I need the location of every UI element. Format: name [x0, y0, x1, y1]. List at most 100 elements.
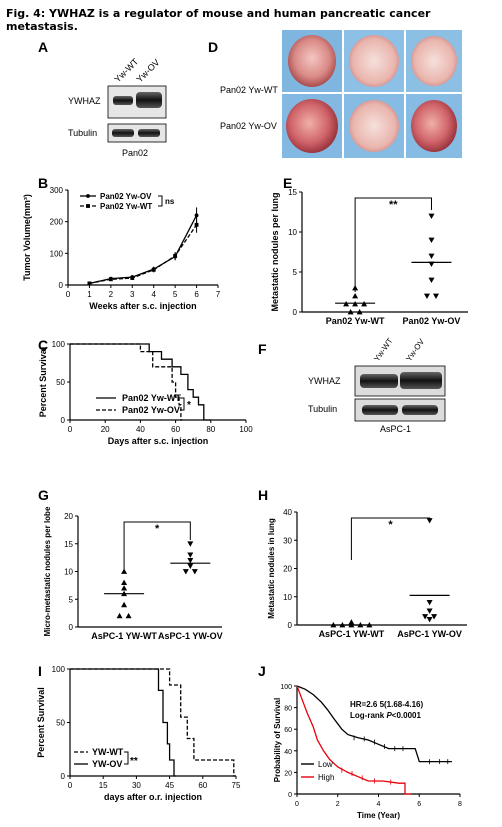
chart-b-x-label: Weeks after s.c. injection — [89, 301, 196, 311]
panel-f-band — [400, 372, 442, 389]
chart-h-y-tick-label: 30 — [283, 536, 292, 545]
chart-e-point — [352, 293, 359, 299]
panel-d-letter: D — [208, 39, 218, 55]
chart-h-y-tick-label: 40 — [283, 508, 292, 517]
chart-j-panel-letter: J — [258, 663, 266, 679]
chart-j-annotation-logrank-p: P — [386, 711, 392, 720]
panel-a-caption: Pan02 — [122, 148, 148, 158]
panel-a-row-2: Tubulin — [68, 128, 97, 138]
chart-j-y-tick-label: 80 — [284, 706, 292, 713]
chart-g-category-label: AsPC-1 YW-WT — [91, 631, 157, 641]
lung-photos — [282, 30, 462, 158]
chart-i-x-tick-label: 75 — [232, 781, 241, 790]
panel-f-caption: AsPC-1 — [380, 424, 411, 434]
chart-e-point — [428, 277, 435, 283]
chart-h-y-tick-label: 20 — [283, 565, 292, 574]
chart-c: 0 20 40 60 80 100 0 50 100 Days after s.c. inject… — [38, 337, 253, 446]
chart-i-legend-label: YW-OV — [92, 759, 122, 769]
chart-c-x-tick-label: 40 — [136, 425, 145, 434]
chart-e-annotation: ** — [389, 199, 398, 211]
chart-i-bracket — [124, 751, 129, 765]
chart-g-point — [121, 601, 128, 608]
chart-j-annotation-logrank: Log-rank P<0.0001 — [350, 711, 421, 720]
chart-b-y-tick-label: 100 — [50, 249, 64, 258]
chart-i-x-tick-label: 15 — [99, 781, 108, 790]
chart-c-y-label: Percent Survival — [38, 347, 48, 418]
chart-g-panel-letter: G — [38, 487, 49, 503]
chart-b-panel-letter: B — [38, 175, 48, 191]
chart-e-category-label: Pan02 Yw-OV — [403, 316, 461, 326]
chart-g-point — [187, 563, 194, 569]
panel-f-lane-1: Yw-WT — [372, 336, 394, 363]
chart-b-y-label: Tumor Volume(mm³) — [22, 194, 32, 281]
chart-b-legend-marker — [86, 194, 90, 198]
chart-j-y-label: Probability of Survival — [273, 698, 282, 782]
chart-g-y-tick-label: 5 — [69, 595, 74, 604]
chart-i-x-label: days after o.r. injection — [104, 792, 202, 802]
chart-h-category-label: AsPC-1 YW-WT — [319, 629, 385, 639]
chart-b-x-tick-label: 4 — [151, 290, 156, 299]
chart-g-point — [187, 558, 194, 564]
panel-f-band — [402, 405, 438, 415]
chart-b-bracket — [158, 195, 163, 207]
chart-g-point — [121, 568, 128, 574]
chart-b-x-tick-label: 6 — [194, 290, 199, 299]
panel-a-row-1: YWHAZ — [68, 96, 101, 106]
chart-j-y-tick-label: 100 — [280, 684, 292, 691]
panel-f-letter: F — [258, 341, 267, 357]
chart-h-annotation: * — [388, 519, 393, 531]
chart-b-y-tick-label: 200 — [50, 218, 64, 227]
chart-g-category-label: AsPC-1 YW-OV — [158, 631, 223, 641]
chart-g-point — [187, 552, 194, 558]
chart-b-x-tick-label: 3 — [130, 290, 135, 299]
chart-e-bracket — [354, 197, 432, 292]
chart-j-y-tick-label: 20 — [284, 770, 292, 777]
panel-a-band — [138, 129, 160, 137]
chart-c-y-tick-label: 50 — [56, 378, 65, 387]
chart-c-series-line — [70, 343, 211, 421]
chart-b-point — [108, 277, 113, 282]
chart-b-x-tick-label: 5 — [173, 290, 178, 299]
chart-h-panel-letter: H — [258, 487, 268, 503]
chart-j-x-tick-label: 2 — [336, 801, 340, 808]
chart-g-point — [116, 612, 123, 619]
chart-j-annotation-logrank-prefix: Log-rank — [350, 711, 386, 720]
chart-i-y-tick-label: 100 — [52, 665, 66, 674]
chart-j-x-label: Time (Year) — [357, 811, 400, 820]
panel-a-band — [113, 96, 133, 105]
chart-c-x-tick-label: 20 — [101, 425, 110, 434]
chart-j-y-tick-label: 0 — [288, 792, 292, 799]
panel-a: A Yw-WT Yw-OV YWHAZ Tubulin Pan02 — [38, 39, 167, 158]
chart-e-y-tick-label: 10 — [288, 228, 297, 237]
chart-c-annotation: * — [187, 400, 191, 411]
chart-g-point — [121, 579, 128, 585]
chart-c-x-label: Days after s.c. injection — [108, 436, 209, 446]
chart-c-legend-label: Pan02 Yw-WT — [122, 393, 181, 403]
chart-b-legend-label: Pan02 Yw-WT — [100, 202, 152, 211]
chart-j-series-line — [296, 685, 452, 763]
chart-e-y-tick-label: 5 — [293, 268, 298, 277]
chart-g-point — [182, 569, 189, 575]
chart-c-y-tick-label: 0 — [61, 416, 66, 425]
lung-photo — [349, 35, 399, 87]
chart-j-annotation-logrank-suffix: <0.0001 — [392, 711, 422, 720]
chart-c-x-tick-label: 100 — [239, 425, 253, 434]
panel-a-letter: A — [38, 39, 48, 55]
chart-b-point — [87, 281, 92, 286]
chart-i-x-tick-label: 60 — [198, 781, 207, 790]
chart-h-y-tick-label: 0 — [288, 621, 293, 630]
chart-g-y-tick-label: 10 — [64, 568, 73, 577]
chart-g-point — [125, 612, 132, 619]
lung-photo — [288, 35, 336, 87]
chart-g-y-tick-label: 15 — [64, 540, 73, 549]
chart-c-y-tick-label: 100 — [52, 340, 66, 349]
chart-h-point — [426, 608, 433, 614]
chart-j-legend-label: Low — [318, 760, 333, 769]
chart-b-point — [194, 222, 199, 227]
chart-j-series-line — [296, 685, 412, 795]
chart-e-y-tick-label: 0 — [293, 308, 298, 317]
chart-i: 0 15 30 45 60 75 0 50 100 days after o.r. injecti… — [36, 663, 241, 802]
panel-f-lane-2: Yw-OV — [404, 337, 426, 363]
